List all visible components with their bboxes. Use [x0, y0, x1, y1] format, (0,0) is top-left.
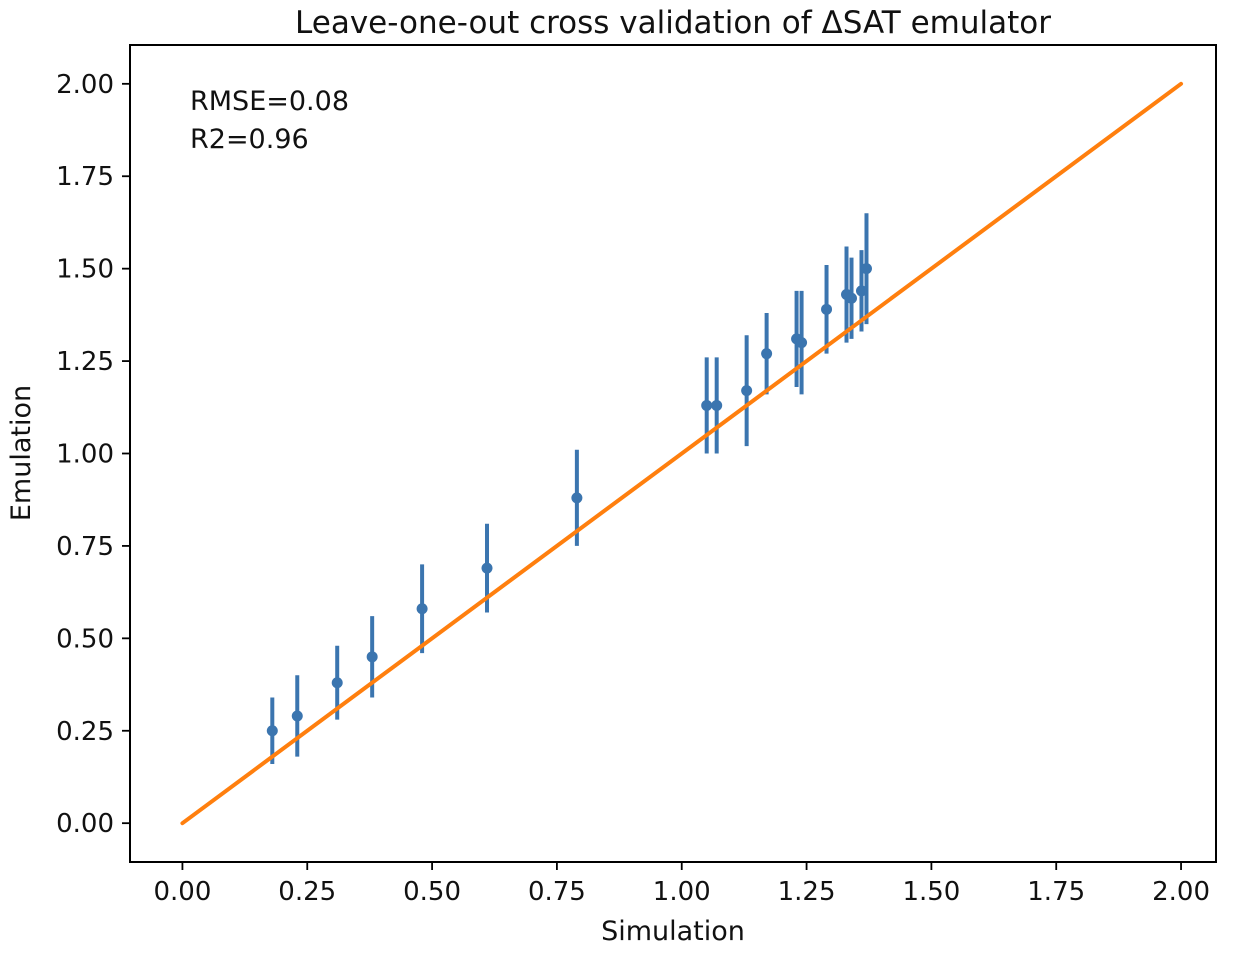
x-tick-label: 1.25 — [778, 877, 836, 907]
y-tick-label: 0.50 — [56, 624, 114, 654]
x-tick-label: 1.75 — [1027, 877, 1085, 907]
x-tick-label: 0.50 — [403, 877, 461, 907]
data-point — [821, 303, 833, 315]
data-point — [366, 651, 378, 663]
data-point — [266, 725, 278, 737]
identity-line — [180, 81, 1184, 826]
data-point — [331, 677, 343, 689]
annotation-rmse: RMSE=0.08 — [190, 86, 349, 117]
data-point — [481, 562, 493, 574]
data-point — [711, 399, 723, 411]
data-point — [701, 399, 713, 411]
plot-area: 0.00 0.25 0.50 0.75 1.00 1.25 1.50 1.75 2.00 0.00… — [56, 44, 1217, 907]
data-point — [291, 710, 303, 722]
y-tick-label: 0.25 — [56, 717, 114, 747]
annotation-r2: R2=0.96 — [190, 124, 309, 155]
y-tick-label: 2.00 — [56, 70, 114, 100]
x-tick-label: 1.00 — [653, 877, 711, 907]
y-tick-label: 1.00 — [56, 440, 114, 470]
data-point — [860, 263, 872, 275]
data-point — [571, 492, 583, 504]
y-tick-label: 0.00 — [56, 809, 114, 839]
data-point — [416, 603, 428, 615]
data-point — [796, 337, 808, 349]
data-point — [855, 285, 867, 297]
x-tick-label: 2.00 — [1152, 877, 1210, 907]
x-tick-label: 1.50 — [902, 877, 960, 907]
x-tick-label: 0.75 — [528, 877, 586, 907]
y-tick-label: 1.50 — [56, 255, 114, 285]
x-tick-label: 0.00 — [153, 877, 211, 907]
data-point — [846, 292, 858, 304]
x-axis-label: Simulation — [601, 916, 745, 947]
y-axis-label: Emulation — [6, 385, 37, 521]
y-tick-label: 0.75 — [56, 532, 114, 562]
y-tick-label: 1.25 — [56, 347, 114, 377]
data-point — [741, 385, 753, 397]
x-tick-label: 0.25 — [278, 877, 336, 907]
data-point — [761, 348, 773, 360]
chart-title: Leave-one-out cross validation of ΔSAT e… — [295, 5, 1051, 41]
plot-frame — [129, 44, 1217, 863]
y-tick-label: 1.75 — [56, 162, 114, 192]
